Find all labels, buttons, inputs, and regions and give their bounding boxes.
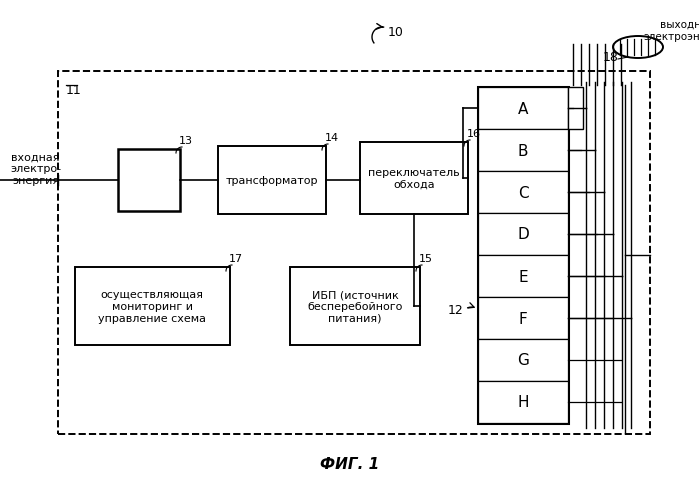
Text: 18: 18 [603,51,619,64]
Text: входная
электро-
энергия: входная электро- энергия [10,152,61,185]
Bar [290,268,420,345]
Bar [58,72,650,434]
Text: переключатель
обхода: переключатель обхода [368,168,460,189]
Bar [478,88,568,423]
Text: E: E [518,269,528,284]
Bar [478,256,568,297]
Bar [478,213,568,256]
Text: G: G [517,353,529,368]
Text: ФИГ. 1: ФИГ. 1 [320,456,380,471]
Text: D: D [517,227,529,242]
Text: ИБП (источник
бесперебойного
питания): ИБП (источник бесперебойного питания) [308,290,403,323]
Text: H: H [517,394,528,409]
Bar [75,268,230,345]
Bar [478,381,568,423]
Text: выходная
электроэнергия: выходная электроэнергия [643,20,699,42]
Bar [478,130,568,172]
Bar [568,88,583,130]
Text: 17: 17 [229,254,243,263]
Bar [218,147,326,214]
Text: 16: 16 [467,129,481,139]
Bar [478,297,568,339]
Text: трансформатор: трансформатор [226,176,318,186]
Text: осуществляющая
мониторинг и
управление схема: осуществляющая мониторинг и управление с… [98,290,206,323]
Text: F: F [519,311,527,326]
Text: 13: 13 [179,136,193,146]
Text: B: B [518,143,528,158]
Text: 14: 14 [325,133,339,143]
Text: 11: 11 [66,84,82,97]
Text: C: C [518,185,528,200]
Text: 12: 12 [447,303,463,316]
Text: 15: 15 [419,254,433,263]
Bar [478,88,568,130]
Bar [360,143,468,214]
Bar [478,172,568,213]
Text: A: A [518,101,528,116]
Text: 10: 10 [388,26,404,38]
Bar [478,339,568,381]
Bar [118,150,180,212]
